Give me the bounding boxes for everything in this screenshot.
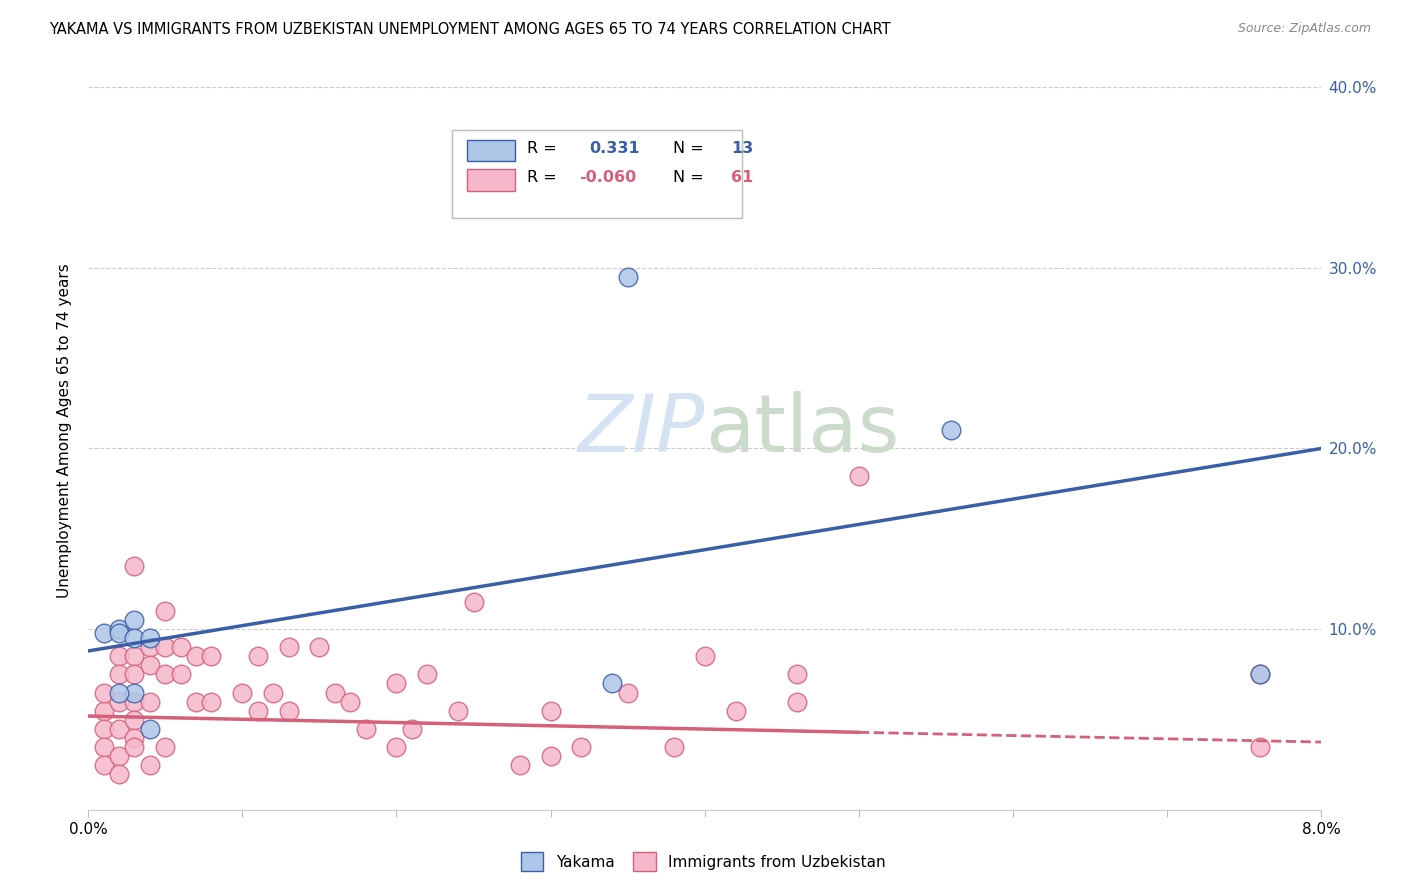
Point: [941, 423, 963, 437]
Point: [385, 676, 408, 690]
Point: [616, 269, 638, 284]
FancyBboxPatch shape: [467, 169, 515, 191]
Point: [354, 722, 377, 736]
Text: 0.331: 0.331: [589, 141, 640, 155]
Point: [200, 695, 222, 709]
Point: [401, 722, 423, 736]
Point: [108, 667, 131, 681]
Point: [124, 695, 146, 709]
Point: [139, 632, 162, 646]
Text: Source: ZipAtlas.com: Source: ZipAtlas.com: [1237, 22, 1371, 36]
Point: [848, 468, 870, 483]
Point: [93, 685, 115, 699]
Point: [786, 695, 808, 709]
Point: [1249, 739, 1271, 754]
Point: [93, 722, 115, 736]
Point: [277, 704, 299, 718]
Point: [602, 676, 624, 690]
Point: [108, 649, 131, 664]
Point: [323, 685, 346, 699]
Point: [124, 685, 146, 699]
Point: [93, 625, 115, 640]
Point: [616, 685, 638, 699]
Point: [108, 748, 131, 763]
Text: YAKAMA VS IMMIGRANTS FROM UZBEKISTAN UNEMPLOYMENT AMONG AGES 65 TO 74 YEARS CORR: YAKAMA VS IMMIGRANTS FROM UZBEKISTAN UNE…: [49, 22, 891, 37]
Point: [662, 739, 685, 754]
Point: [1249, 667, 1271, 681]
Point: [246, 704, 269, 718]
Point: [93, 757, 115, 772]
Point: [1249, 667, 1271, 681]
Point: [124, 739, 146, 754]
Point: [416, 667, 439, 681]
Text: 13: 13: [731, 141, 754, 155]
Point: [139, 640, 162, 655]
FancyBboxPatch shape: [467, 139, 515, 161]
Text: atlas: atlas: [704, 392, 900, 469]
Point: [108, 622, 131, 636]
Point: [93, 739, 115, 754]
Legend: Yakama, Immigrants from Uzbekistan: Yakama, Immigrants from Uzbekistan: [515, 847, 891, 877]
Point: [108, 695, 131, 709]
Point: [200, 649, 222, 664]
Point: [385, 739, 408, 754]
Point: [155, 640, 177, 655]
Point: [124, 632, 146, 646]
Point: [124, 649, 146, 664]
Point: [108, 722, 131, 736]
Point: [184, 695, 207, 709]
Point: [308, 640, 330, 655]
Point: [184, 649, 207, 664]
Point: [124, 667, 146, 681]
Text: N =: N =: [673, 141, 704, 155]
Point: [447, 704, 470, 718]
Point: [155, 667, 177, 681]
Point: [540, 704, 562, 718]
Text: R =: R =: [527, 170, 557, 186]
Point: [124, 713, 146, 727]
Text: ZIP: ZIP: [578, 392, 704, 469]
Point: [108, 767, 131, 781]
Text: N =: N =: [673, 170, 704, 186]
Text: R =: R =: [527, 141, 557, 155]
Point: [786, 667, 808, 681]
Point: [463, 595, 485, 609]
Text: 61: 61: [731, 170, 754, 186]
Point: [509, 757, 531, 772]
Text: -0.060: -0.060: [579, 170, 637, 186]
Point: [169, 667, 191, 681]
Point: [155, 604, 177, 618]
Point: [571, 739, 593, 754]
Point: [108, 685, 131, 699]
Point: [124, 731, 146, 745]
Point: [139, 695, 162, 709]
Point: [124, 558, 146, 573]
Point: [724, 704, 747, 718]
Point: [139, 722, 162, 736]
FancyBboxPatch shape: [451, 130, 742, 218]
Point: [93, 704, 115, 718]
Point: [540, 748, 562, 763]
Y-axis label: Unemployment Among Ages 65 to 74 years: Unemployment Among Ages 65 to 74 years: [58, 263, 72, 598]
Point: [693, 649, 716, 664]
Point: [339, 695, 361, 709]
Point: [139, 757, 162, 772]
Point: [139, 658, 162, 673]
Point: [155, 739, 177, 754]
Point: [277, 640, 299, 655]
Point: [262, 685, 284, 699]
Point: [246, 649, 269, 664]
Point: [231, 685, 253, 699]
Point: [169, 640, 191, 655]
Point: [124, 613, 146, 627]
Point: [108, 625, 131, 640]
